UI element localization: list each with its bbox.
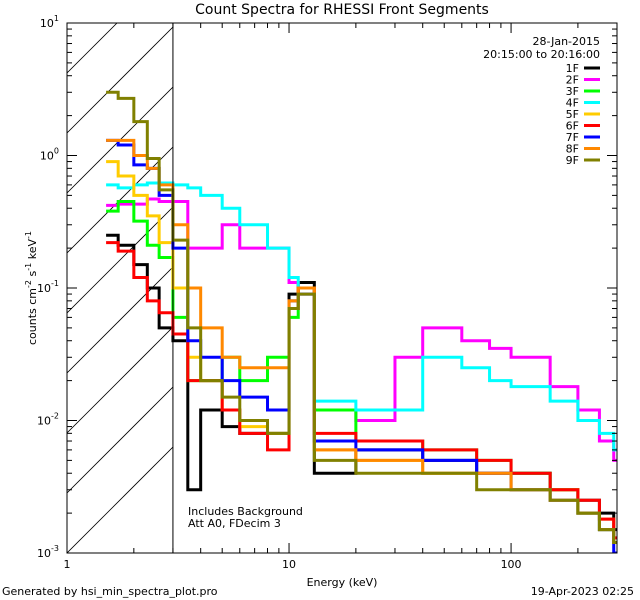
y-tick-label: 10-1	[37, 279, 59, 295]
hatch-line	[67, 386, 174, 494]
hatch-line	[67, 23, 118, 74]
annotation-attenuator: Att A0, FDecim 3	[188, 517, 281, 530]
y-tick-label: 101	[40, 14, 59, 30]
hatch-line	[67, 446, 174, 553]
legend-label-9F: 9F	[566, 154, 579, 167]
legend-label-1F: 1F	[566, 62, 579, 75]
y-tick-label: 100	[40, 147, 59, 163]
footer-timestamp: 19-Apr-2023 02:25	[530, 585, 634, 598]
series-layer	[106, 90, 617, 553]
legend-label-3F: 3F	[566, 85, 579, 98]
hatch-region	[67, 0, 174, 553]
series-4F	[106, 181, 617, 452]
series-1F	[106, 233, 617, 532]
legend-label-8F: 8F	[566, 143, 579, 156]
x-axis-label: Energy (keV)	[307, 576, 378, 589]
legend-label-5F: 5F	[566, 108, 579, 121]
hatch-line	[67, 326, 174, 434]
series-2F	[106, 197, 617, 462]
annotation-background: Includes Background	[188, 505, 303, 518]
series-9F	[106, 90, 617, 545]
y-tick-label: 10-2	[37, 412, 59, 428]
hatch-line	[67, 266, 174, 374]
axis-ticks: 1 10 100 10-3 10-2 10-1 100 101	[37, 14, 618, 571]
hatch-line	[67, 0, 173, 13]
legend-date: 28-Jan-2015	[533, 35, 601, 48]
series-5F	[106, 160, 617, 545]
footer-generated-by: Generated by hsi_min_spectra_plot.pro	[2, 585, 218, 598]
x-tick-label: 100	[501, 558, 522, 571]
legend-label-6F: 6F	[566, 120, 579, 133]
chart-title: Count Spectra for RHESSI Front Segments	[195, 2, 489, 18]
annotations: Includes Background Att A0, FDecim 3	[188, 505, 303, 530]
hatch-line	[67, 206, 174, 314]
legend-time-range: 20:15:00 to 20:16:00	[483, 48, 600, 61]
y-axis-label: counts cm-2 s-1 keV-1	[24, 231, 39, 345]
x-tick-label: 10	[282, 558, 296, 571]
legend: 28-Jan-2015 20:15:00 to 20:16:00 1F2F3F4…	[483, 35, 600, 167]
legend-label-7F: 7F	[566, 131, 579, 144]
y-tick-label: 10-3	[37, 544, 59, 560]
legend-label-4F: 4F	[566, 97, 579, 110]
hatch-line	[67, 26, 174, 134]
series-3F	[106, 199, 617, 545]
legend-label-2F: 2F	[566, 74, 579, 87]
x-tick-label: 1	[64, 558, 71, 571]
